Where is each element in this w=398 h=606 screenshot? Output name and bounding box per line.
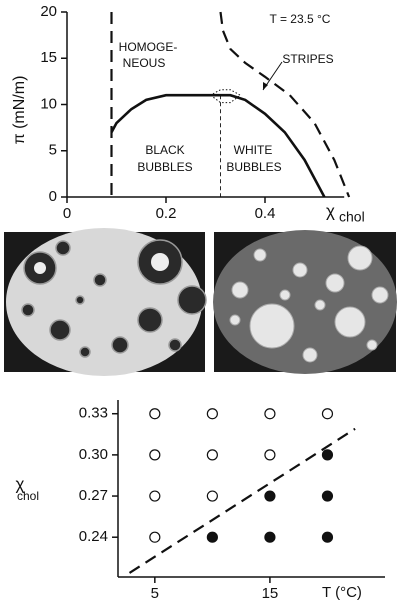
data-point [322,532,332,542]
x-tick-label: 0.4 [255,205,276,222]
bubble [94,274,106,286]
y-tick-label: 0.30 [79,446,108,463]
x-axis-label-subscript: chol [339,209,365,225]
y-tick-label: 10 [40,95,57,112]
x-tick-label: 0 [63,205,71,222]
data-point [265,450,275,460]
y-tick-label: 5 [49,142,57,159]
region-label: STRIPES [282,52,333,66]
data-point [265,532,275,542]
data-point [207,491,217,501]
data-point [207,532,217,542]
bubble [112,337,128,353]
data-point [150,491,160,501]
region-label: BLACK [145,143,184,157]
bubble [250,304,294,348]
bubble [335,307,365,337]
x-tick-label: 0.2 [156,205,177,222]
y-axis-label: π (mN/m) [11,76,28,145]
region-label: HOMOGE- [119,40,178,54]
bubble [280,290,290,300]
data-point [207,450,217,460]
micrograph-white-bubbles [213,230,397,374]
bubble [372,287,388,303]
x-tick-label: 15 [262,585,279,602]
bubble [367,340,377,350]
bubble [315,300,325,310]
figure: T = 23.5 °C HOMOGE- NEOUS STRIPES BLACK … [0,0,398,606]
data-point [322,450,332,460]
x-tick-label: 5 [151,585,159,602]
y-tick-label: 20 [40,3,57,20]
bubble [169,339,181,351]
region-label: BUBBLES [226,160,281,174]
bubble [178,286,206,314]
curve [130,429,356,573]
bubble [76,296,84,304]
region-label: BUBBLES [137,160,192,174]
data-point [150,450,160,460]
y-tick-label: 0.27 [79,487,108,504]
micrograph-black-bubbles [4,228,206,376]
region-label: NEOUS [123,56,166,70]
bubble [50,320,70,340]
bubble [56,241,70,255]
data-point [322,409,332,419]
y-tick-label: 0 [49,188,57,205]
data-point [265,409,275,419]
region-label: WHITE [234,143,273,157]
bubble [303,348,317,362]
bubble [293,263,307,277]
data-point [265,491,275,501]
y-tick-label: 0.24 [79,528,108,545]
y-tick-label: 15 [40,49,57,66]
data-point [150,409,160,419]
bubble [348,246,372,270]
x-axis-label: T (°C) [322,584,362,601]
y-tick-label: 0.33 [79,405,108,422]
page: {"chart_data": [ {"type": "line", "annot… [0,0,398,606]
bubble [326,274,344,292]
data-point [322,491,332,501]
data-point [207,409,217,419]
bubble [80,347,90,357]
bubble [138,308,162,332]
bubble [22,304,34,316]
bubble [232,282,248,298]
temperature-note: T = 23.5 °C [270,12,331,26]
data-point [150,532,160,542]
bubble [230,315,240,325]
curve [112,95,325,197]
bubble [254,249,266,261]
x-axis-label: χ [326,201,335,220]
y-axis-label-subscript: chol [17,489,39,503]
